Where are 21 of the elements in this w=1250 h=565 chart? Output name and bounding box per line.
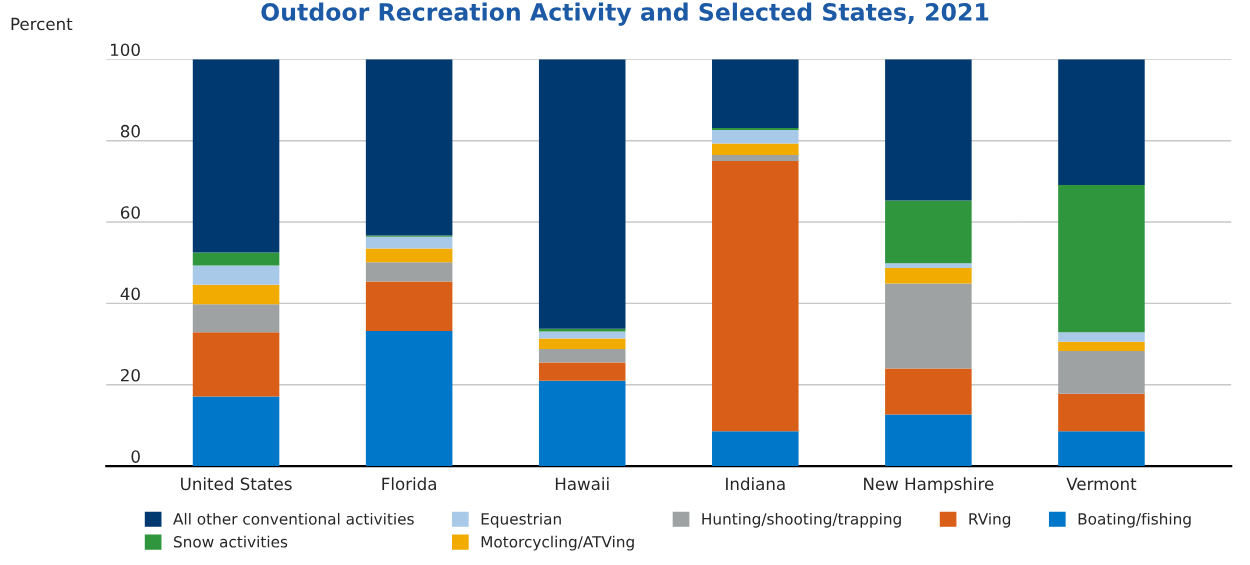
x-tick-label: New Hampshire xyxy=(864,477,994,494)
y-tick-label: 100 xyxy=(110,43,140,57)
legend-label: RVing xyxy=(969,512,1011,528)
chart-title: Outdoor Recreation Activity and Selected States, 2021 xyxy=(261,2,989,26)
y-tick-label: 0 xyxy=(131,450,140,463)
y-tick-label: 20 xyxy=(120,368,140,382)
x-tick-label: Florida xyxy=(382,477,436,491)
y-tick-label: 80 xyxy=(120,124,140,138)
x-tick-label: United States xyxy=(181,477,292,491)
legend-label: Motorcycling/ATVing xyxy=(481,535,634,551)
y-axis-title: Percent xyxy=(11,17,73,31)
legend-label: Snow activities xyxy=(174,535,288,548)
y-tick-label: 40 xyxy=(120,287,140,301)
legend-label: Equestrian xyxy=(481,512,561,528)
y-tick-label: 60 xyxy=(120,206,140,219)
legend-label: Boating/fishing xyxy=(1078,512,1191,528)
x-tick-label: Indiana xyxy=(726,477,785,491)
legend-label: All other conventional activities xyxy=(173,512,414,525)
x-tick-label: Vermont xyxy=(1066,477,1137,491)
legend-label: Hunting/shooting/trapping xyxy=(702,512,901,528)
x-tick-label: Hawaii xyxy=(555,477,609,491)
